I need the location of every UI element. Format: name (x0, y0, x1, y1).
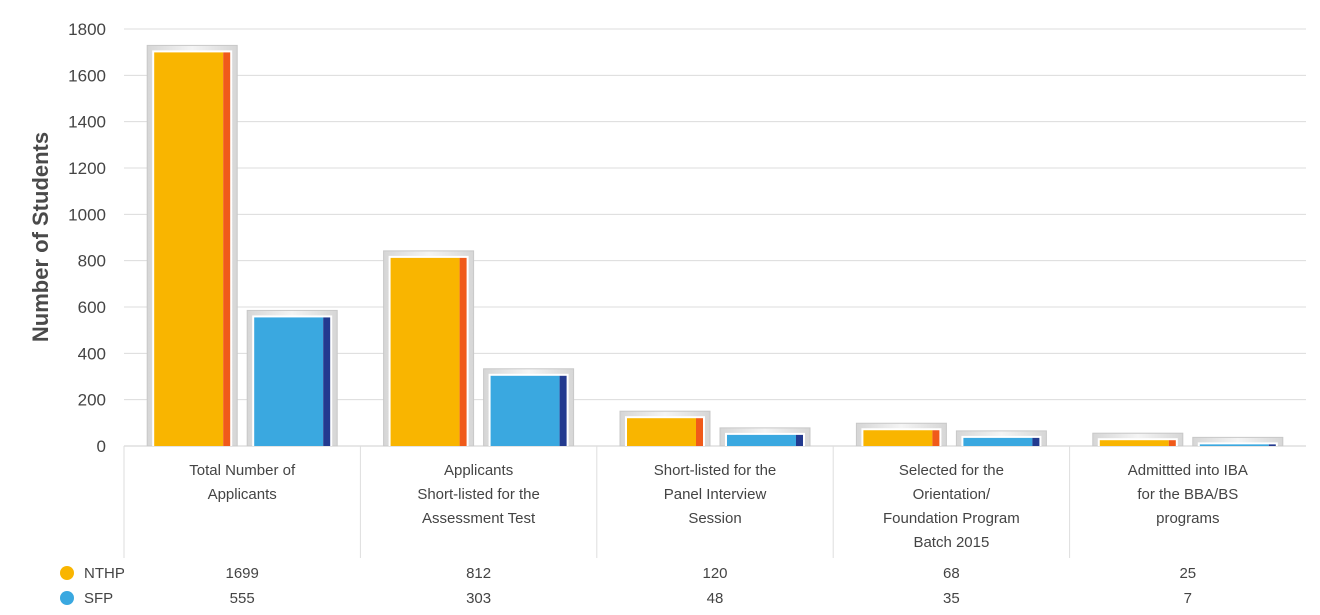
category-label: Assessment Test (422, 510, 536, 527)
data-value: 68 (943, 565, 960, 582)
data-value: 555 (230, 590, 255, 607)
bar-sfp-2 (483, 368, 575, 447)
category-label: Batch 2015 (913, 534, 989, 551)
category-label: Foundation Program (883, 510, 1020, 527)
bar-sfp-4 (955, 430, 1047, 447)
y-tick-label: 800 (78, 252, 106, 271)
category-label: Selected for the (899, 462, 1004, 479)
bar-sfp-5 (1192, 436, 1284, 447)
bar-frame-inner (1197, 442, 1278, 446)
bar-edge (459, 257, 467, 446)
category-label: Orientation/ (913, 486, 991, 503)
bar-fill (963, 437, 1033, 446)
bar-fill (1199, 444, 1269, 446)
category-label: Session (688, 510, 741, 527)
bar-edge (796, 434, 803, 446)
bar-edge (223, 52, 231, 446)
data-value: 1699 (226, 565, 259, 582)
bar-nthp-2 (383, 250, 475, 447)
category-label: Short-listed for the (654, 462, 777, 479)
data-value: 35 (943, 590, 960, 607)
bar-fill (627, 418, 696, 446)
data-value: 48 (707, 590, 724, 607)
bar-edge (559, 375, 567, 446)
bars (146, 44, 1284, 447)
bar-fill (1099, 440, 1169, 446)
y-tick-label: 400 (78, 344, 106, 363)
bar-fill (154, 52, 224, 446)
bar-edge (932, 430, 940, 446)
data-value: 303 (466, 590, 491, 607)
y-axis-ticks: 0 200 400 600 800 1000 1200 1400 1600 1800 (68, 20, 106, 456)
y-tick-label: 1800 (68, 20, 106, 39)
bar-fill (390, 257, 460, 446)
legend-marker-nthp (60, 566, 74, 580)
category-label: Admittted into IBA (1128, 462, 1248, 479)
category-label: Panel Interview (664, 486, 767, 503)
bar-sfp-1 (246, 309, 338, 447)
y-tick-label: 1400 (68, 113, 106, 132)
category-label: Applicants (444, 462, 513, 479)
bar-nthp-3 (619, 410, 711, 447)
bar-fill (727, 434, 796, 446)
category-label: Applicants (208, 486, 277, 503)
data-value: 812 (466, 565, 491, 582)
bar-edge (696, 418, 703, 446)
data-value: 25 (1179, 565, 1196, 582)
category-label: programs (1156, 510, 1219, 527)
bar-fill (490, 375, 560, 446)
legend-label-nthp: NTHP (84, 565, 125, 582)
bar-edge (1032, 437, 1040, 446)
bar-fill (863, 430, 933, 446)
data-table: Total Number of Applicants Applicants Short… (60, 446, 1248, 607)
bar-sfp-3 (719, 427, 811, 447)
bar-nthp-1 (146, 44, 238, 447)
y-tick-label: 600 (78, 298, 106, 317)
y-axis-label: Number of Students (28, 132, 53, 342)
bar-nthp-5 (1092, 432, 1184, 447)
category-label: Short-listed for the (417, 486, 540, 503)
bar-edge (1268, 444, 1276, 446)
bar-fill (254, 317, 324, 446)
bar-edge (323, 317, 331, 446)
legend-marker-sfp (60, 591, 74, 605)
category-label: for the BBA/BS (1137, 486, 1238, 503)
y-tick-label: 200 (78, 391, 106, 410)
legend-label-sfp: SFP (84, 590, 113, 607)
data-value: 120 (702, 565, 727, 582)
y-tick-label: 1000 (68, 205, 106, 224)
bar-nthp-4 (855, 422, 947, 447)
y-tick-label: 1200 (68, 159, 106, 178)
category-label: Total Number of (189, 462, 296, 479)
bar-edge (1168, 440, 1176, 446)
y-tick-label: 0 (97, 437, 106, 456)
y-tick-label: 1600 (68, 66, 106, 85)
data-value: 7 (1184, 590, 1192, 607)
